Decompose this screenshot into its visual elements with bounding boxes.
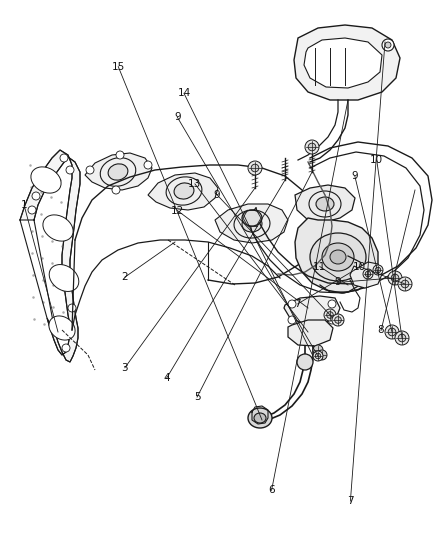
Text: 3: 3 (121, 363, 128, 373)
Polygon shape (350, 262, 382, 288)
Ellipse shape (49, 264, 79, 292)
Polygon shape (284, 296, 340, 324)
Text: 2: 2 (121, 272, 128, 282)
Polygon shape (295, 185, 355, 222)
Ellipse shape (28, 206, 36, 214)
Text: 10: 10 (353, 262, 366, 271)
Ellipse shape (327, 312, 333, 318)
Ellipse shape (385, 325, 399, 339)
Polygon shape (294, 25, 400, 100)
Ellipse shape (305, 140, 319, 154)
Ellipse shape (251, 164, 259, 172)
Ellipse shape (322, 243, 354, 271)
Ellipse shape (288, 316, 296, 324)
Ellipse shape (313, 351, 323, 361)
Text: 1: 1 (21, 200, 28, 210)
Text: 10: 10 (370, 155, 383, 165)
Text: 7: 7 (294, 299, 301, 309)
Ellipse shape (248, 161, 262, 175)
Ellipse shape (116, 151, 124, 159)
Ellipse shape (375, 267, 381, 273)
Ellipse shape (242, 210, 262, 226)
Ellipse shape (288, 300, 296, 308)
Ellipse shape (66, 166, 74, 174)
Text: 12: 12 (171, 206, 184, 215)
Polygon shape (148, 173, 218, 210)
Text: 9: 9 (174, 112, 181, 122)
Polygon shape (215, 204, 288, 243)
Text: 9: 9 (351, 171, 358, 181)
Text: 15: 15 (112, 62, 125, 71)
Ellipse shape (254, 413, 266, 423)
Polygon shape (85, 153, 152, 190)
Ellipse shape (398, 277, 412, 291)
Ellipse shape (363, 269, 373, 279)
Ellipse shape (317, 350, 327, 360)
Ellipse shape (313, 345, 323, 355)
Ellipse shape (328, 316, 336, 324)
Polygon shape (304, 38, 382, 88)
Ellipse shape (324, 309, 336, 321)
Ellipse shape (31, 167, 61, 193)
Ellipse shape (49, 316, 75, 340)
Polygon shape (295, 218, 378, 293)
Ellipse shape (108, 164, 128, 180)
Ellipse shape (365, 271, 371, 277)
Ellipse shape (388, 271, 402, 285)
Ellipse shape (335, 317, 341, 324)
Ellipse shape (144, 161, 152, 169)
Ellipse shape (242, 216, 262, 232)
Text: 11: 11 (313, 262, 326, 271)
Ellipse shape (310, 233, 366, 281)
Ellipse shape (32, 192, 40, 200)
Text: 13: 13 (188, 179, 201, 189)
Ellipse shape (62, 344, 70, 352)
Ellipse shape (43, 215, 73, 241)
Text: 6: 6 (268, 486, 275, 495)
Text: 4: 4 (163, 374, 170, 383)
Ellipse shape (388, 328, 396, 336)
Text: 9: 9 (213, 190, 220, 199)
Ellipse shape (86, 166, 94, 174)
Ellipse shape (391, 274, 399, 282)
Ellipse shape (328, 300, 336, 308)
Ellipse shape (248, 408, 272, 428)
Ellipse shape (332, 314, 344, 326)
Ellipse shape (174, 183, 194, 199)
Ellipse shape (373, 265, 383, 275)
Text: 8: 8 (378, 326, 385, 335)
Ellipse shape (330, 250, 346, 264)
Ellipse shape (297, 354, 313, 370)
Ellipse shape (398, 334, 406, 342)
Ellipse shape (385, 42, 391, 48)
Ellipse shape (68, 304, 76, 312)
Text: 7: 7 (347, 496, 354, 506)
Ellipse shape (308, 143, 316, 151)
Ellipse shape (401, 280, 409, 288)
Ellipse shape (60, 154, 68, 162)
Ellipse shape (112, 186, 120, 194)
Ellipse shape (316, 197, 334, 211)
Ellipse shape (315, 353, 321, 359)
Polygon shape (20, 150, 80, 362)
Text: 5: 5 (194, 392, 201, 402)
Text: 14: 14 (177, 88, 191, 98)
Text: 9: 9 (334, 278, 341, 287)
Ellipse shape (395, 331, 409, 345)
Ellipse shape (382, 39, 394, 51)
Polygon shape (288, 320, 333, 346)
